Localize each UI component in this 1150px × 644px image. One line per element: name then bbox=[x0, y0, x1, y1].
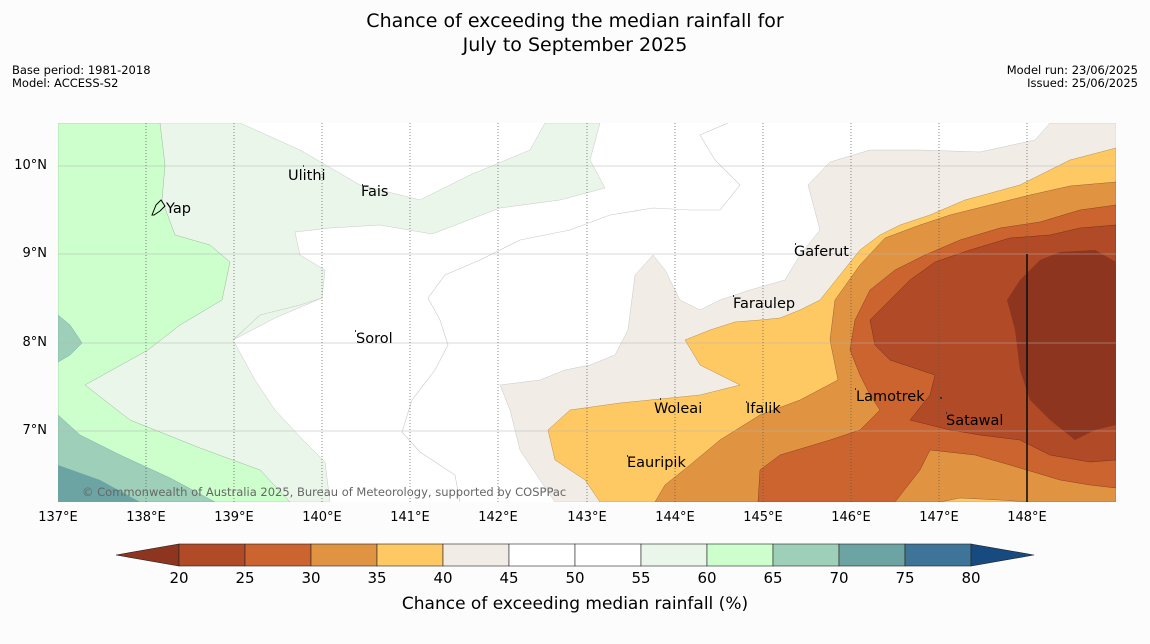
colorbar-bin-60-65 bbox=[706, 543, 774, 567]
colorbar-tick-50: 50 bbox=[565, 569, 585, 587]
lon-label-145e: 145°E bbox=[743, 510, 783, 525]
model-text: Model: ACCESS-S2 bbox=[12, 76, 119, 90]
metadata-right: Model run: 23/06/2025 Issued: 25/06/2025 bbox=[1007, 64, 1138, 90]
lon-label-141e: 141°E bbox=[390, 510, 430, 525]
colorbar bbox=[115, 543, 1035, 567]
place-label-gaferut: Gaferut bbox=[794, 244, 849, 260]
colorbar-bin-25-30 bbox=[244, 543, 312, 567]
place-label-faraulep: Faraulep bbox=[733, 296, 795, 312]
colorbar-bin-75-80 bbox=[904, 543, 972, 567]
colorbar-tick-40: 40 bbox=[433, 569, 453, 587]
colorbar-bin-20-25 bbox=[178, 543, 246, 567]
colorbar-tick-65: 65 bbox=[763, 569, 783, 587]
colorbar-tick-60: 60 bbox=[697, 569, 717, 587]
contour-70-75 bbox=[58, 465, 140, 502]
lon-label-144e: 144°E bbox=[655, 510, 695, 525]
contour-line-mid bbox=[232, 297, 323, 341]
colorbar-tick-80: 80 bbox=[961, 569, 981, 587]
longitude-gridlines bbox=[145, 123, 940, 502]
colorbar-tick-20: 20 bbox=[169, 569, 189, 587]
colorbar-bin-65-70 bbox=[772, 543, 840, 567]
place-label-ifalik: Ifalik bbox=[746, 401, 781, 417]
island-dots bbox=[303, 165, 947, 457]
colorbar-tick-35: 35 bbox=[367, 569, 387, 587]
lon-label-147e: 147°E bbox=[919, 510, 959, 525]
place-label-lamotrek: Lamotrek bbox=[856, 389, 925, 405]
colorbar-title: Chance of exceeding median rainfall (%) bbox=[401, 594, 749, 614]
place-label-woleai: Woleai bbox=[654, 401, 702, 417]
map-title: Chance of exceeding the median rainfall … bbox=[0, 9, 1150, 57]
copyright-notice: © Commonwealth of Australia 2025, Bureau… bbox=[82, 485, 566, 499]
place-label-fais: Fais bbox=[361, 184, 388, 200]
lon-label-139e: 139°E bbox=[214, 510, 254, 525]
metadata-left: Base period: 1981-2018 Model: ACCESS-S2 bbox=[12, 64, 151, 90]
colorbar-bin-35-40 bbox=[376, 543, 444, 567]
colorbar-bin-50-55 bbox=[574, 543, 642, 567]
colorbar-tick-45: 45 bbox=[499, 569, 519, 587]
place-label-sorol: Sorol bbox=[356, 331, 393, 347]
colorbar-tick-25: 25 bbox=[235, 569, 255, 587]
lon-label-140e: 140°E bbox=[302, 510, 342, 525]
colorbar-bin-45-50 bbox=[508, 543, 576, 567]
title-line-1: Chance of exceeding the median rainfall … bbox=[366, 10, 784, 32]
model-run-text: Model run: 23/06/2025 bbox=[1006, 63, 1138, 77]
colorbar-tick-70: 70 bbox=[829, 569, 849, 587]
lon-label-146e: 146°E bbox=[831, 510, 871, 525]
base-period-text: Base period: 1981-2018 bbox=[12, 63, 151, 77]
lon-label-137e: 137°E bbox=[38, 510, 78, 525]
colorbar-extend-high bbox=[970, 543, 1035, 567]
colorbar-bin-70-75 bbox=[838, 543, 906, 567]
lat-label-10n: 10°N bbox=[14, 158, 47, 173]
colorbar-bin-30-35 bbox=[310, 543, 378, 567]
lat-label-8n: 8°N bbox=[22, 335, 48, 350]
contour-60-65 bbox=[58, 123, 291, 502]
contour-line-east bbox=[401, 123, 741, 502]
lon-label-138e: 138°E bbox=[126, 510, 166, 525]
lon-label-143e: 143°E bbox=[567, 510, 607, 525]
place-labels: Yap Ulithi Fais Gaferut Faraulep Sorol L… bbox=[165, 168, 1003, 471]
lat-label-7n: 7°N bbox=[22, 423, 48, 438]
lon-label-142e: 142°E bbox=[478, 510, 518, 525]
colorbar-tick-30: 30 bbox=[301, 569, 321, 587]
contour-55-60-west bbox=[58, 123, 606, 502]
issued-text: Issued: 25/06/2025 bbox=[1027, 76, 1138, 90]
colorbar-bin-40-45 bbox=[442, 543, 510, 567]
place-label-ulithi: Ulithi bbox=[288, 168, 326, 184]
place-label-satawal: Satawal bbox=[946, 413, 1003, 429]
yap-island-outline bbox=[151, 199, 166, 216]
colorbar-tick-55: 55 bbox=[631, 569, 651, 587]
colorbar-tick-75: 75 bbox=[895, 569, 915, 587]
title-line-2: July to September 2025 bbox=[462, 34, 688, 56]
colorbar-extend-low bbox=[115, 543, 180, 567]
contour-65-70 bbox=[58, 314, 216, 502]
place-label-yap: Yap bbox=[165, 201, 191, 217]
colorbar-bin-55-60 bbox=[640, 543, 708, 567]
contour-below-20 bbox=[1007, 250, 1116, 440]
lon-label-148e: 148°E bbox=[1007, 510, 1047, 525]
place-label-eauripik: Eauripik bbox=[627, 455, 686, 471]
map-plot-area: Yap Ulithi Fais Gaferut Faraulep Sorol L… bbox=[58, 123, 1116, 502]
lat-label-9n: 9°N bbox=[22, 246, 48, 261]
